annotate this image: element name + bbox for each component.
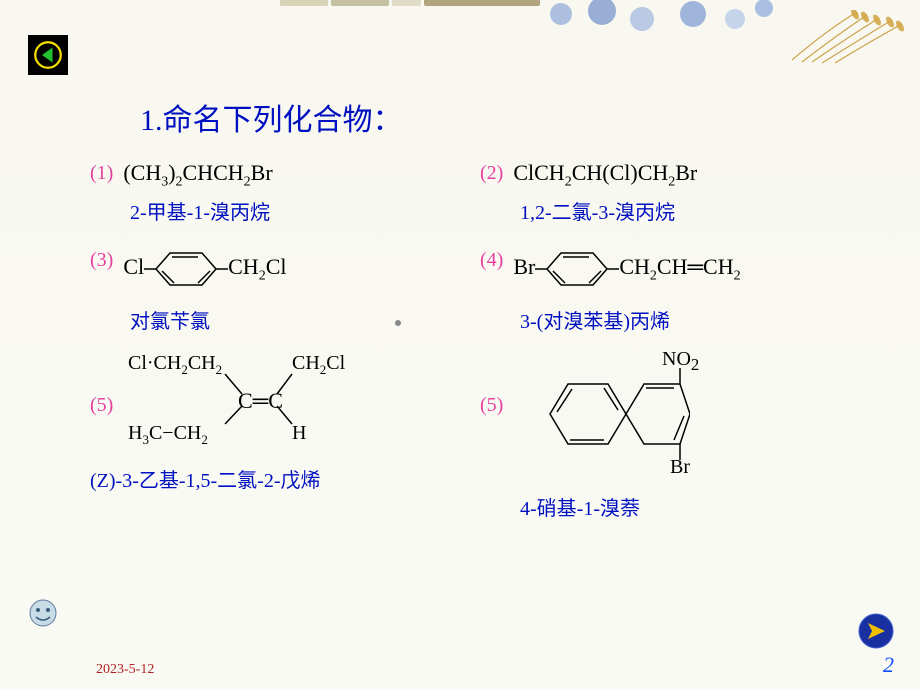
bullet-dot [395,320,401,326]
item-structure: Cl·CH2CH2 CH2Cl C═C H3C−CH2 H [120,352,480,452]
struct-bottom-right: H [292,422,306,445]
left-substituent: Cl [123,254,144,279]
wheat-decoration [787,10,912,65]
right-substituent: CH2Cl [228,254,286,279]
item-3: (3) Cl CH2Cl 对氯苄氯 [90,247,480,334]
slide-date: 2023-5-12 [96,662,154,678]
item-answer: 对氯苄氯 [130,305,480,334]
page-number: 2 [883,652,894,678]
item-answer: 2-甲基-1-溴丙烷 [130,196,480,225]
item-answer: 3-(对溴苯基)丙烯 [520,305,870,334]
forward-arrow-icon [857,612,895,650]
content-area: (1) (CH3)2CHCH2Br 2-甲基-1-溴丙烷 (2) ClCH2CH… [90,160,870,529]
item-5: (5) Cl·CH2CH2 CH2Cl C═C H3C−CH2 H (Z)-3-… [90,352,480,521]
item-1: (1) (CH3)2CHCH2Br 2-甲基-1-溴丙烷 [90,160,480,225]
back-button[interactable] [28,35,68,75]
header-decoration [0,0,920,75]
item-number: (2) [480,162,503,185]
benzene-ring-icon [535,247,619,291]
item-formula: (CH3)2CHCH2Br [123,160,272,190]
right-substituent: CH2CH═CH2 [619,254,740,279]
item-4: (4) Br CH2CH═CH2 3-(对溴苯基)丙烯 [480,247,870,334]
item-number: (3) [90,249,113,272]
item-number: (1) [90,162,113,185]
top-bars [0,0,540,8]
item-formula: ClCH2CH(Cl)CH2Br [513,160,697,190]
item-formula: Br CH2CH═CH2 [513,247,740,291]
naphthalene-ring-icon [540,364,690,464]
item-answer: 1,2-二氯-3-溴丙烷 [520,196,870,225]
smiley-icon [28,598,58,628]
flowers-decoration [530,0,790,55]
struct-center: C═C [238,388,283,414]
forward-button[interactable] [857,612,895,650]
item-number: (4) [480,249,503,272]
bottom-substituent: Br [670,456,690,479]
page-title: 1.命名下列化合物： [140,95,403,139]
item-answer: 4-硝基-1-溴萘 [520,492,870,521]
item-answer: (Z)-3-乙基-1,5-二氯-2-戊烯 [90,464,480,493]
back-arrow-icon [33,40,63,70]
struct-bottom-left: H3C−CH2 [128,422,208,448]
benzene-ring-icon [144,247,228,291]
item-number: (5) [480,394,503,417]
item-number: (5) [90,394,113,417]
item-structure: NO2 [540,352,870,472]
item-2: (2) ClCH2CH(Cl)CH2Br 1,2-二氯-3-溴丙烷 [480,160,870,225]
left-substituent: Br [513,254,535,279]
item-formula: Cl CH2Cl [123,247,286,291]
item-6: (5) NO2 [480,352,870,521]
